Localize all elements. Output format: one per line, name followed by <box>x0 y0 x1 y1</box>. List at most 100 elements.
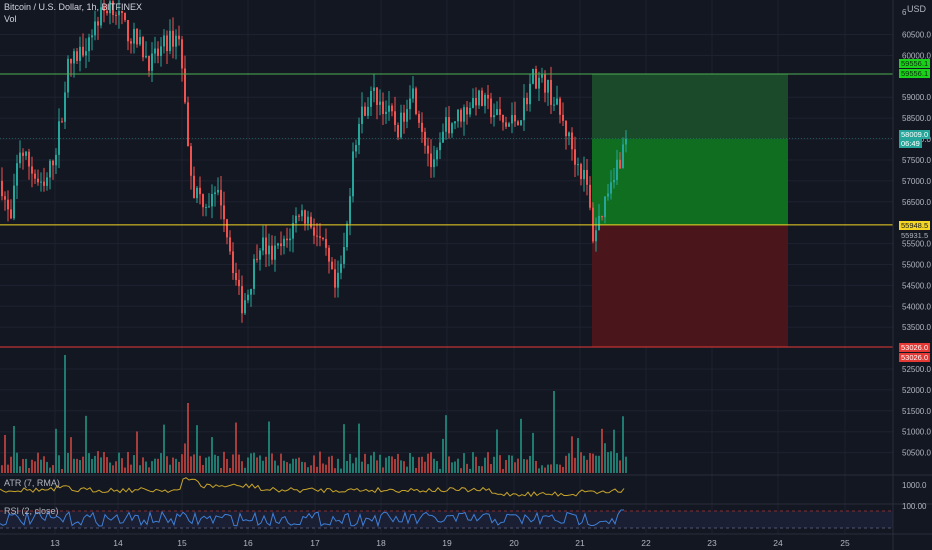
volume-bar <box>136 431 138 473</box>
volume-bar <box>607 451 609 473</box>
volume-bar <box>475 456 477 473</box>
candle <box>37 169 39 186</box>
volume-bar <box>601 428 603 473</box>
price-tick-label: 53500.0 <box>902 323 931 332</box>
volume-bar <box>445 415 447 473</box>
volume-bar <box>370 455 372 473</box>
candle <box>331 257 333 270</box>
volume-bar <box>589 453 591 473</box>
volume-bar <box>55 428 57 473</box>
volume-bar <box>343 424 345 473</box>
candle <box>376 86 378 120</box>
volume-bar <box>4 435 6 473</box>
volume-bar <box>193 454 195 473</box>
candle <box>523 84 525 132</box>
candle <box>349 187 351 236</box>
volume-bar <box>442 438 444 473</box>
candle <box>244 293 246 316</box>
volume-label: Vol <box>4 14 17 24</box>
volume-bar <box>394 459 396 473</box>
volume-bar <box>418 457 420 473</box>
candle <box>370 86 372 117</box>
candle <box>73 48 75 78</box>
candle <box>172 17 174 59</box>
take-profit-zone-filled[interactable] <box>592 138 788 225</box>
candle <box>448 106 450 139</box>
candle <box>568 131 570 146</box>
volume-bar <box>214 454 216 473</box>
volume-bar <box>466 463 468 473</box>
volume-bar <box>73 458 75 473</box>
volume-bar <box>295 458 297 473</box>
candle <box>340 255 342 280</box>
volume-bar <box>316 466 318 473</box>
candle <box>61 117 63 123</box>
take-profit-zone-upper[interactable] <box>592 74 788 139</box>
volume-bar <box>145 461 147 473</box>
volume-bar <box>262 460 264 473</box>
volume-bar <box>268 421 270 473</box>
candle <box>538 71 540 101</box>
candle <box>598 204 600 231</box>
candle <box>445 107 447 140</box>
candle <box>421 112 423 143</box>
volume-bar <box>493 456 495 473</box>
candle <box>361 92 363 134</box>
candle <box>22 148 24 170</box>
volume-bar <box>481 466 483 473</box>
candle <box>31 156 33 188</box>
symbol-title: Bitcoin / U.S. Dollar, 1h, BITFINEX <box>4 2 143 12</box>
volume-bar <box>553 391 555 473</box>
candle <box>475 87 477 116</box>
volume-bar <box>172 457 174 473</box>
volume-bar <box>403 461 405 473</box>
candle <box>259 248 261 271</box>
position-zones[interactable] <box>592 74 788 347</box>
volume-bar <box>7 464 9 473</box>
candle <box>184 55 186 105</box>
volume-bar <box>13 425 15 473</box>
volume-bar <box>313 455 315 473</box>
candle <box>283 235 285 255</box>
time-tick-label: 25 <box>840 538 850 548</box>
candle <box>109 0 111 25</box>
candle <box>586 158 588 196</box>
volume-bar <box>610 451 612 473</box>
candle <box>91 29 93 51</box>
volume-bar <box>220 467 222 473</box>
volume-bar <box>517 458 519 473</box>
candle <box>76 48 78 64</box>
volume-bar <box>217 456 219 473</box>
volume-bar <box>76 458 78 473</box>
candle <box>556 85 558 106</box>
volume-bar <box>154 458 156 473</box>
candle <box>100 0 102 29</box>
candle <box>583 156 585 192</box>
candle <box>316 222 318 247</box>
volume-bar <box>595 455 597 473</box>
candle <box>388 91 390 121</box>
candle <box>127 19 129 51</box>
candle <box>352 142 354 203</box>
price-tick-label: 60500.0 <box>902 31 931 40</box>
candle <box>85 38 87 69</box>
candle <box>625 130 627 153</box>
candle <box>223 191 225 233</box>
volume-bar <box>379 454 381 473</box>
candle <box>262 225 264 256</box>
time-tick-label: 17 <box>310 538 320 548</box>
volume-bar <box>337 458 339 473</box>
volume-bar <box>490 464 492 473</box>
candle <box>382 92 384 125</box>
volume-bar <box>520 418 522 473</box>
stop-loss-zone[interactable] <box>592 224 788 347</box>
price-lines[interactable] <box>0 73 893 348</box>
volume-bar <box>349 453 351 473</box>
volume-bar <box>40 459 42 473</box>
candle <box>217 177 219 196</box>
volume-bar <box>286 462 288 473</box>
price-tick-label: 50500.0 <box>902 449 931 458</box>
volume-bar <box>568 453 570 473</box>
volume-bar <box>70 437 72 473</box>
